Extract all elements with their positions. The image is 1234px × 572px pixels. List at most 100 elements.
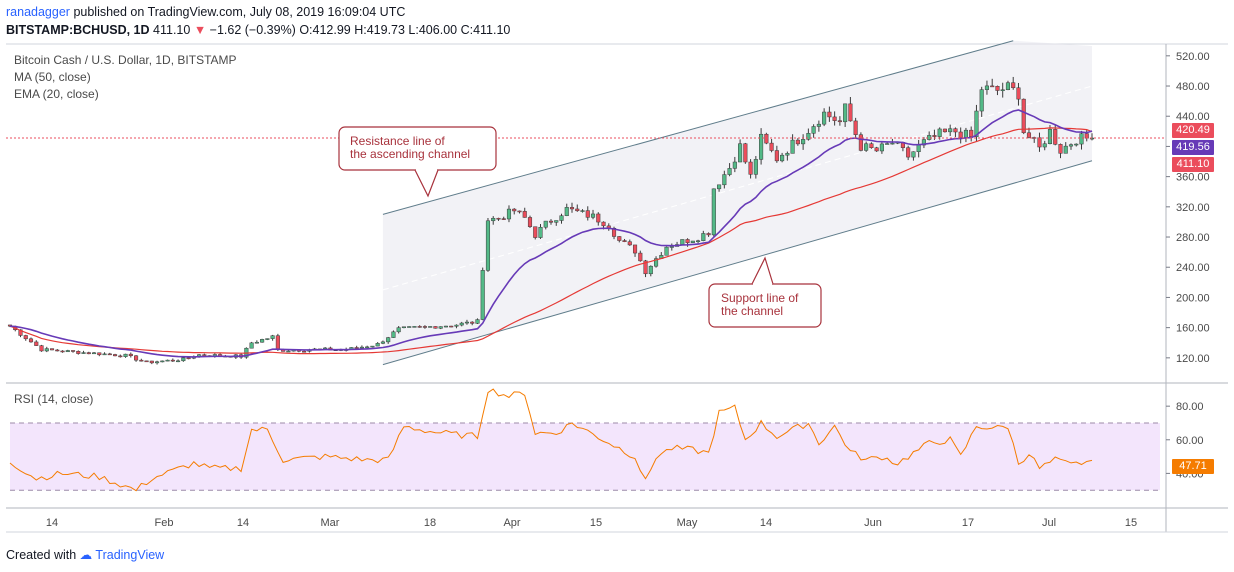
candle-down [186, 357, 191, 360]
symbol-name: BITSTAMP:BCHUSD, 1D [6, 23, 150, 37]
candle-down [969, 129, 974, 138]
time-tick-label: Jun [864, 517, 882, 529]
candle-down [874, 147, 879, 152]
candle-up [727, 168, 732, 175]
candle-up [822, 111, 827, 125]
candle-up [879, 143, 884, 152]
candle-down [496, 217, 501, 220]
candle-down [517, 210, 522, 213]
candle-up [44, 348, 49, 352]
candle-down [1084, 133, 1089, 139]
candle-down [23, 335, 28, 340]
candle-up [785, 153, 790, 156]
candle-down [449, 325, 454, 328]
candle-down [575, 208, 580, 212]
candle-up [365, 346, 370, 349]
time-tick-label: 15 [1125, 517, 1137, 529]
candle-down [585, 210, 590, 218]
candle-up [380, 341, 385, 344]
candle-down [643, 260, 648, 275]
support-line [382, 160, 1093, 366]
resistance-callout-pointer [414, 169, 439, 198]
candle-down [764, 133, 769, 144]
candle-up [680, 239, 685, 245]
candle-up [806, 133, 811, 140]
time-tick-label: 14 [760, 517, 772, 529]
candle-up [564, 207, 569, 216]
candle-down [170, 359, 175, 362]
tradingview-link[interactable]: TradingView [95, 548, 165, 562]
footer: Created with ☁ TradingView [6, 547, 164, 562]
support-label-line2: the channel [721, 304, 784, 318]
candle-up [485, 220, 491, 271]
time-tick-label: Mar [321, 517, 340, 529]
candle-up [260, 339, 265, 343]
candle-down [1021, 98, 1026, 134]
price-tick-label: 120.00 [1176, 353, 1210, 365]
candle-up [984, 85, 990, 90]
candle-down [748, 161, 753, 175]
candle-down [1026, 132, 1032, 138]
candle-up [270, 335, 275, 339]
candle-up [443, 325, 449, 328]
candle-up [738, 143, 743, 163]
candle-down [302, 351, 307, 353]
candle-up [375, 343, 380, 347]
candle-up [1079, 133, 1084, 145]
candle-up [491, 217, 496, 222]
candle-down [953, 128, 958, 133]
candle-down [832, 116, 837, 121]
candle-down [1058, 144, 1063, 154]
candle-down [743, 143, 748, 163]
candle-down [769, 142, 774, 151]
ema-legend: EMA (20, close) [14, 87, 99, 101]
candle-up [1047, 129, 1053, 144]
author-link[interactable]: ranadagger [6, 5, 70, 19]
symbol-line: BITSTAMP:BCHUSD, 1D 411.10 ▼ −1.62 (−0.3… [6, 23, 510, 37]
candle-down [422, 326, 427, 328]
candle-up [102, 353, 107, 356]
candle-up [412, 326, 417, 328]
candle-up [963, 129, 968, 139]
rsi-legend: RSI (14, close) [14, 392, 94, 406]
candle-down [795, 139, 800, 145]
candle-down [990, 85, 995, 88]
candle-down [685, 239, 690, 243]
candle-down [774, 150, 779, 162]
candle-up [254, 341, 259, 344]
channel-fill [382, 40, 1092, 365]
series-title: Bitcoin Cash / U.S. Dollar, 1D, BITSTAMP [14, 53, 237, 67]
candle-up [1068, 144, 1074, 147]
candle-down [837, 120, 842, 123]
publish-header: ranadagger published on TradingView.com,… [6, 5, 405, 19]
support-callout-pointer [751, 256, 774, 285]
candle-up [359, 346, 364, 349]
candle-up [391, 331, 396, 338]
candle-down [1011, 82, 1016, 89]
rsi-band [10, 422, 1160, 491]
resistance-label-line2: the ascending channel [350, 147, 471, 161]
candle-up [937, 128, 942, 137]
rsi-tick-label: 60.00 [1176, 435, 1204, 447]
ma-value-badge: 419.56 [1172, 140, 1214, 155]
candle-up [811, 126, 816, 134]
candle-up [386, 337, 391, 343]
price-tick-label: 440.00 [1176, 111, 1210, 123]
change-down-icon: ▼ [193, 23, 207, 37]
ma50-line [9, 127, 1093, 355]
candle-down [112, 354, 118, 357]
candle-down [202, 354, 207, 356]
created-with: Created with [6, 548, 77, 562]
ema20-line [9, 109, 1093, 358]
candle-up [407, 326, 412, 328]
candle-up [459, 322, 464, 326]
candle-down [848, 103, 853, 122]
candle-up [664, 246, 669, 256]
candle-down [128, 353, 133, 357]
price-change: −1.62 (−0.39%) [209, 23, 296, 37]
price-tick-label: 320.00 [1176, 202, 1210, 214]
candle-up [464, 321, 470, 324]
price-tick-label: 520.00 [1176, 51, 1210, 63]
rsi-value-badge: 47.71 [1172, 459, 1214, 474]
time-tick-label: Jul [1042, 517, 1056, 529]
